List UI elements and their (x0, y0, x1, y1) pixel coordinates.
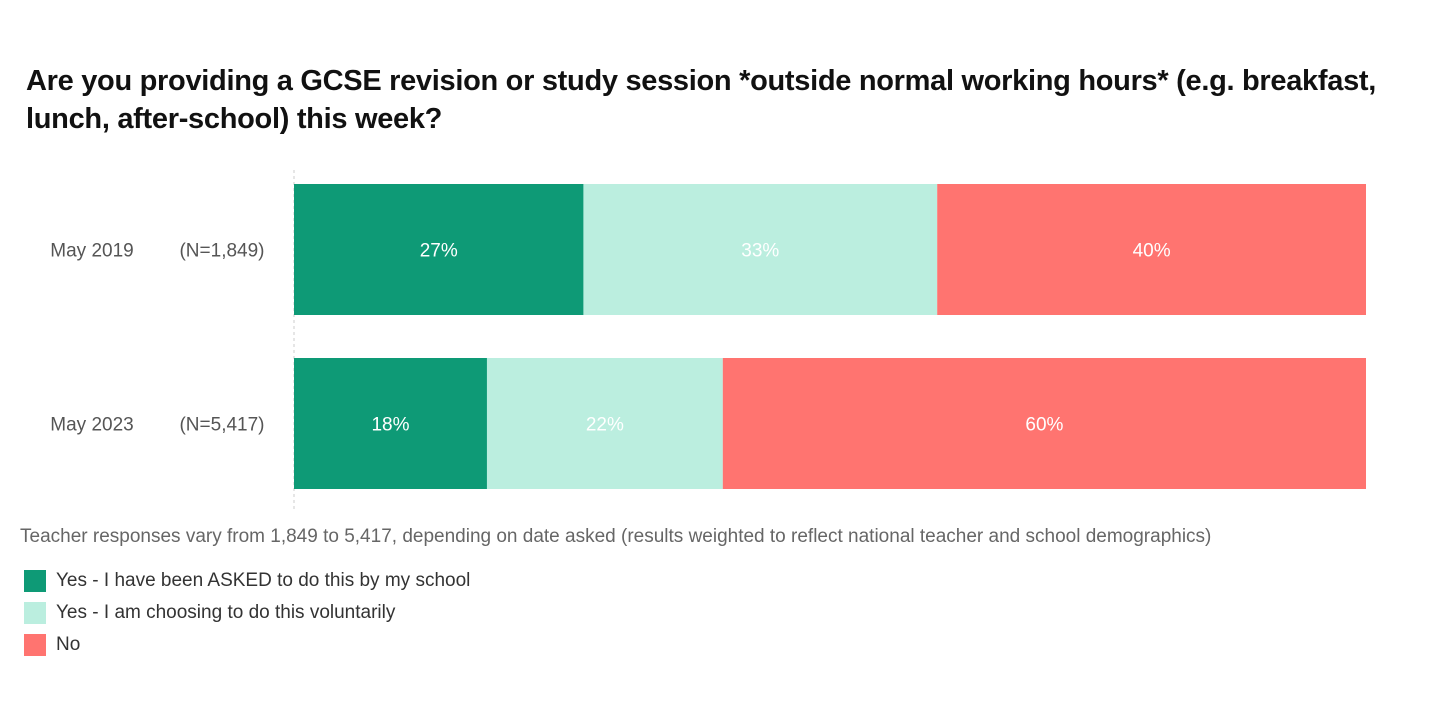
category-label: May 2023 (50, 415, 133, 436)
legend-label: Yes - I am choosing to do this voluntari… (56, 602, 396, 623)
data-label: 22% (586, 415, 624, 436)
category-n-label: (N=5,417) (179, 415, 264, 436)
legend-swatch (24, 570, 46, 592)
bar-segment (722, 358, 1366, 489)
legend-label: No (56, 634, 81, 655)
legend-label: Yes - I have been ASKED to do this by my… (56, 570, 471, 591)
chart-note: Teacher responses vary from 1,849 to 5,4… (20, 526, 1212, 547)
legend-item-voluntary: Yes - I am choosing to do this voluntari… (24, 602, 395, 624)
category-n-label: (N=1,849) (179, 241, 264, 262)
bar-segment (937, 184, 1366, 315)
legend-swatch (24, 602, 46, 624)
legend-swatch (24, 634, 46, 656)
bar-segment (294, 184, 584, 315)
data-label: 40% (1133, 241, 1171, 262)
data-label: 18% (371, 415, 409, 436)
chart-title: Are you providing a GCSE revision or stu… (26, 65, 1377, 135)
legend-item-no: No (24, 634, 80, 656)
bar-segment (294, 358, 487, 489)
data-label: 60% (1025, 415, 1063, 436)
legend-item-asked: Yes - I have been ASKED to do this by my… (24, 570, 470, 592)
bar-segment (486, 358, 723, 489)
data-label: 27% (420, 241, 458, 262)
bar-segment (583, 184, 938, 315)
data-label: 33% (741, 241, 779, 262)
category-label: May 2019 (50, 241, 133, 262)
